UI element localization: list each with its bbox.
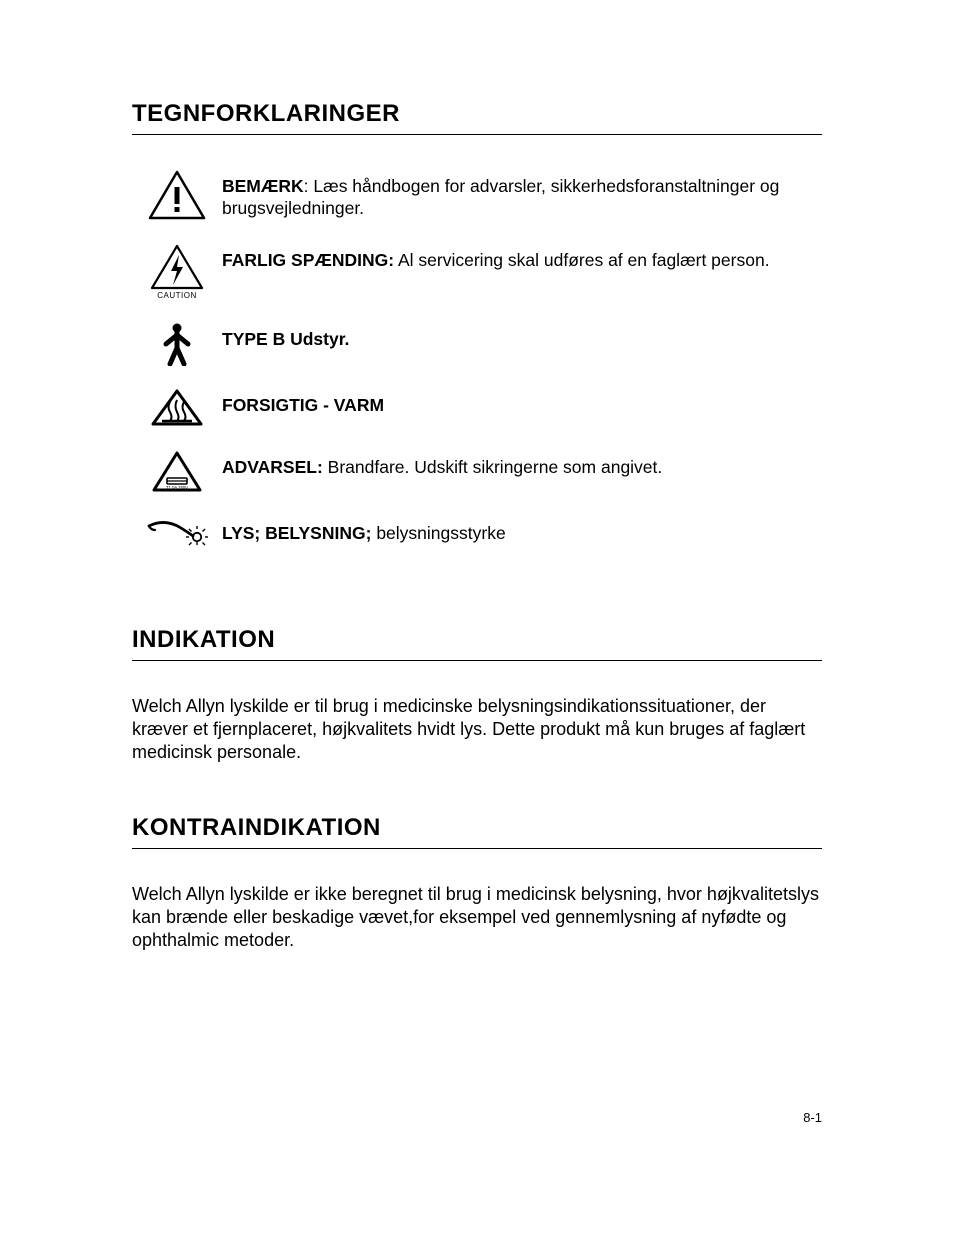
type-b-icon <box>132 322 222 366</box>
svg-text:T1.0A 250V: T1.0A 250V <box>166 485 188 490</box>
label: BEMÆRK <box>222 176 304 196</box>
warning-icon <box>132 169 222 221</box>
page: TEGNFORKLARINGER BEMÆRK: Læs håndbogen f… <box>0 0 954 1235</box>
symbol-row-fire: T1.0A 250V ADVARSEL: Brandfare. Udskift … <box>132 450 822 494</box>
sep: : <box>304 176 314 196</box>
symbol-row-note: BEMÆRK: Læs håndbogen for advarsler, sik… <box>132 169 822 221</box>
body-indication: Welch Allyn lyskilde er til brug i medic… <box>132 695 822 764</box>
label: TYPE B Udstyr. <box>222 329 349 349</box>
rule-indication <box>132 660 822 661</box>
page-number: 8-1 <box>803 1110 822 1125</box>
text: Al servicering skal udføres af en faglær… <box>398 250 770 270</box>
symbol-desc-note: BEMÆRK: Læs håndbogen for advarsler, sik… <box>222 169 822 220</box>
heading-symbols: TEGNFORKLARINGER <box>132 100 822 128</box>
high-voltage-icon: CAUTION <box>132 243 222 300</box>
symbol-desc-typeb: TYPE B Udstyr. <box>222 322 822 350</box>
caution-caption: CAUTION <box>149 291 205 300</box>
symbol-row-voltage: CAUTION FARLIG SPÆNDING: Al servicering … <box>132 243 822 300</box>
rule-contraindication <box>132 848 822 849</box>
symbol-row-light: LYS; BELYSNING; belysningsstyrke <box>132 516 822 546</box>
fire-hazard-icon: T1.0A 250V <box>132 450 222 494</box>
light-icon <box>132 516 222 546</box>
symbol-desc-fire: ADVARSEL: Brandfare. Udskift sikringerne… <box>222 450 822 478</box>
body-contraindication: Welch Allyn lyskilde er ikke beregnet ti… <box>132 883 822 952</box>
label: ADVARSEL: <box>222 457 323 477</box>
label: FORSIGTIG - VARM <box>222 395 384 415</box>
symbol-desc-hot: FORSIGTIG - VARM <box>222 388 822 416</box>
label: LYS; BELYSNING; <box>222 523 371 543</box>
heading-indication: INDIKATION <box>132 626 822 654</box>
symbol-row-typeb: TYPE B Udstyr. <box>132 322 822 366</box>
symbol-desc-light: LYS; BELYSNING; belysningsstyrke <box>222 516 822 544</box>
rule-symbols <box>132 134 822 135</box>
heading-contraindication: KONTRAINDIKATION <box>132 814 822 842</box>
hot-surface-icon <box>132 388 222 428</box>
symbol-row-hot: FORSIGTIG - VARM <box>132 388 822 428</box>
symbol-desc-voltage: FARLIG SPÆNDING: Al servicering skal udf… <box>222 243 822 271</box>
text: belysningsstyrke <box>376 523 505 543</box>
label: FARLIG SPÆNDING: <box>222 250 394 270</box>
text: Brandfare. Udskift sikringerne som angiv… <box>328 457 663 477</box>
